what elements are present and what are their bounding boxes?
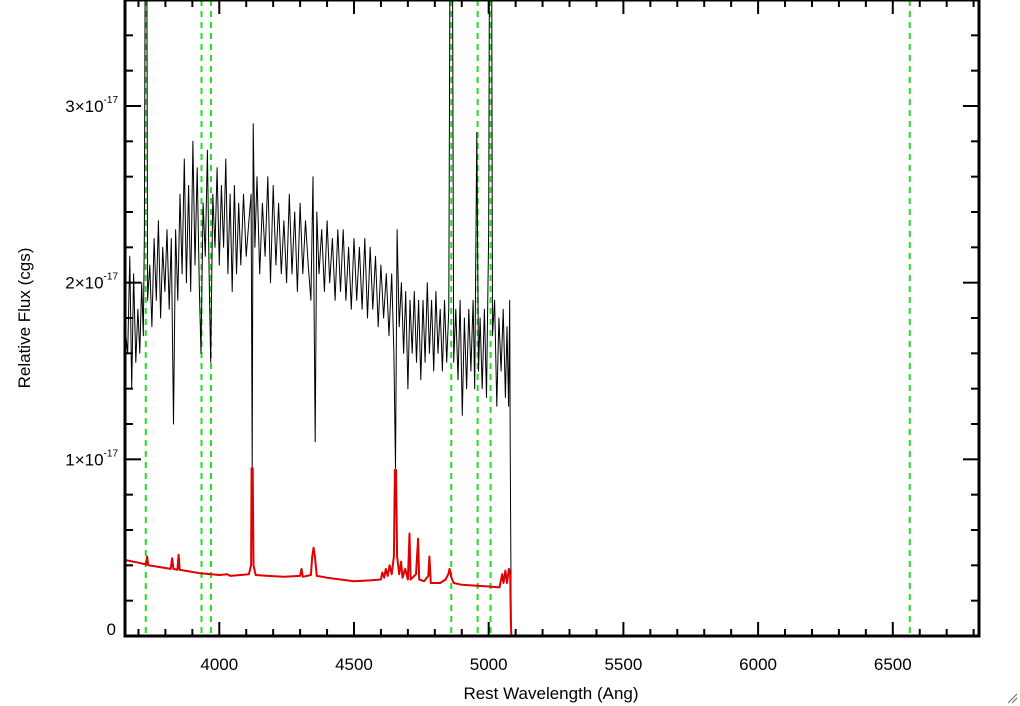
y-tick-exponent: -17	[104, 448, 119, 459]
x-tick-label: 6500	[874, 655, 912, 674]
x-axis-title: Rest Wavelength (Ang)	[463, 684, 638, 703]
y-tick-mantissa: 3×10	[65, 97, 103, 116]
x-tick-label: 4000	[200, 655, 238, 674]
x-tick-label: 5000	[470, 655, 508, 674]
y-tick-mantissa: 2×10	[65, 274, 103, 293]
y-tick-mantissa: 1×10	[65, 450, 103, 469]
data-series	[125, 0, 979, 636]
x-tick-label: 6000	[739, 655, 777, 674]
y-tick-exponent: -17	[104, 95, 119, 106]
resize-grip-icon[interactable]	[1006, 692, 1018, 704]
y-tick-label: 0	[107, 620, 116, 639]
y-tick-label: 3×10-17	[65, 95, 118, 116]
series-line-1	[125, 467, 979, 636]
y-tick-exponent: -17	[104, 272, 119, 283]
y-tick-label: 2×10-17	[65, 272, 118, 293]
x-tick-label: 5500	[604, 655, 642, 674]
axes: 4000 4500 5000 5500 6000 650001×10-172×10-173…	[65, 0, 981, 674]
y-tick-label: 1×10-17	[65, 448, 118, 469]
series-line-0	[125, 0, 979, 636]
x-tick-label: 4500	[335, 655, 373, 674]
y-axis-title: Relative Flux (cgs)	[15, 248, 34, 389]
reference-lines	[144, 0, 911, 636]
